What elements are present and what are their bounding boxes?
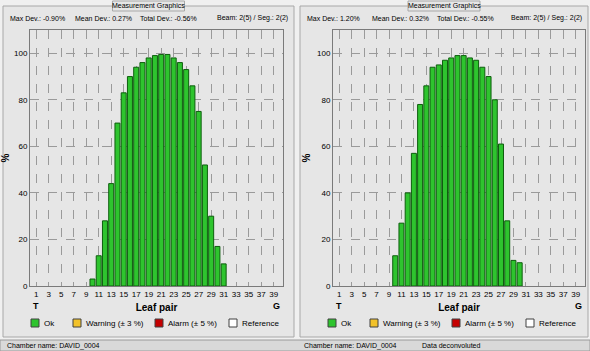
- svg-text:17: 17: [132, 290, 141, 299]
- svg-text:15: 15: [119, 290, 128, 299]
- svg-text:7: 7: [374, 290, 379, 299]
- svg-text:37: 37: [257, 290, 266, 299]
- svg-text:5: 5: [59, 290, 64, 299]
- svg-text:Max Dev.: -0.90%: Max Dev.: -0.90%: [10, 15, 65, 22]
- svg-text:G: G: [273, 301, 280, 311]
- svg-text:Total Dev.: -0.56%: Total Dev.: -0.56%: [140, 15, 197, 22]
- svg-text:Chamber name: DAVID_0004: Chamber name: DAVID_0004: [304, 342, 397, 350]
- svg-text:5: 5: [362, 290, 367, 299]
- svg-text:Beam: 2(5) / Seg.: 2(2): Beam: 2(5) / Seg.: 2(2): [217, 14, 288, 22]
- svg-text:Measurement Graphics: Measurement Graphics: [408, 2, 481, 10]
- svg-text:Reference: Reference: [242, 319, 279, 328]
- svg-text:19: 19: [144, 290, 153, 299]
- svg-text:27: 27: [194, 290, 203, 299]
- svg-text:1: 1: [337, 290, 342, 299]
- svg-text:80: 80: [321, 96, 330, 105]
- svg-text:Mean Dev.: 0.27%: Mean Dev.: 0.27%: [75, 15, 132, 22]
- svg-text:11: 11: [95, 290, 104, 299]
- svg-text:Ok: Ok: [341, 319, 352, 328]
- svg-text:39: 39: [269, 290, 278, 299]
- svg-text:T: T: [336, 301, 342, 311]
- svg-text:Warning (± 3 %): Warning (± 3 %): [86, 319, 144, 328]
- svg-text:3: 3: [349, 290, 354, 299]
- svg-text:21: 21: [459, 290, 468, 299]
- svg-text:Measurement Graphics: Measurement Graphics: [112, 2, 185, 10]
- svg-text:19: 19: [447, 290, 456, 299]
- svg-text:T: T: [33, 301, 39, 311]
- svg-text:Warning (± 3 %): Warning (± 3 %): [383, 319, 441, 328]
- svg-text:%: %: [301, 153, 312, 162]
- svg-text:23: 23: [472, 290, 481, 299]
- svg-text:31: 31: [219, 290, 228, 299]
- svg-text:9: 9: [84, 290, 89, 299]
- svg-text:Chamber name: DAVID_0004: Chamber name: DAVID_0004: [7, 342, 100, 350]
- svg-text:13: 13: [409, 290, 418, 299]
- svg-text:3: 3: [47, 290, 52, 299]
- svg-text:9: 9: [387, 290, 392, 299]
- svg-text:100: 100: [317, 49, 331, 58]
- svg-text:33: 33: [534, 290, 543, 299]
- svg-text:Max Dev.: 1.20%: Max Dev.: 1.20%: [307, 15, 360, 22]
- svg-text:100: 100: [14, 49, 28, 58]
- svg-text:35: 35: [546, 290, 555, 299]
- svg-text:37: 37: [559, 290, 568, 299]
- svg-text:20: 20: [18, 235, 27, 244]
- svg-text:25: 25: [182, 290, 191, 299]
- svg-text:0: 0: [23, 282, 28, 291]
- svg-text:31: 31: [521, 290, 530, 299]
- svg-text:0: 0: [326, 282, 331, 291]
- svg-text:G: G: [575, 301, 582, 311]
- svg-text:29: 29: [207, 290, 216, 299]
- svg-text:%: %: [0, 153, 11, 162]
- svg-text:23: 23: [169, 290, 178, 299]
- svg-text:Leaf pair: Leaf pair: [136, 302, 178, 313]
- svg-text:39: 39: [571, 290, 580, 299]
- svg-text:Total Dev.: -0.55%: Total Dev.: -0.55%: [437, 15, 494, 22]
- svg-text:60: 60: [321, 142, 330, 151]
- svg-text:80: 80: [18, 96, 27, 105]
- svg-text:29: 29: [509, 290, 518, 299]
- svg-text:60: 60: [18, 142, 27, 151]
- svg-text:Beam: 2(5) / Seg.: 2(2): Beam: 2(5) / Seg.: 2(2): [511, 14, 582, 22]
- svg-text:15: 15: [422, 290, 431, 299]
- svg-text:Alarm (± 5 %): Alarm (± 5 %): [168, 319, 217, 328]
- svg-text:27: 27: [497, 290, 506, 299]
- svg-text:Leaf pair: Leaf pair: [438, 302, 480, 313]
- svg-text:40: 40: [321, 189, 330, 198]
- svg-text:1: 1: [34, 290, 39, 299]
- svg-text:7: 7: [72, 290, 77, 299]
- svg-text:13: 13: [107, 290, 116, 299]
- svg-text:20: 20: [321, 235, 330, 244]
- svg-text:40: 40: [18, 189, 27, 198]
- svg-text:Mean Dev.: 0.32%: Mean Dev.: 0.32%: [372, 15, 429, 22]
- svg-text:35: 35: [244, 290, 253, 299]
- svg-text:33: 33: [232, 290, 241, 299]
- svg-text:21: 21: [157, 290, 166, 299]
- svg-text:11: 11: [397, 290, 406, 299]
- svg-text:17: 17: [434, 290, 443, 299]
- svg-text:Ok: Ok: [44, 319, 55, 328]
- svg-text:25: 25: [484, 290, 493, 299]
- svg-text:Reference: Reference: [539, 319, 576, 328]
- svg-text:Alarm (± 5 %): Alarm (± 5 %): [465, 319, 514, 328]
- svg-text:Data deconvoluted: Data deconvoluted: [422, 342, 480, 349]
